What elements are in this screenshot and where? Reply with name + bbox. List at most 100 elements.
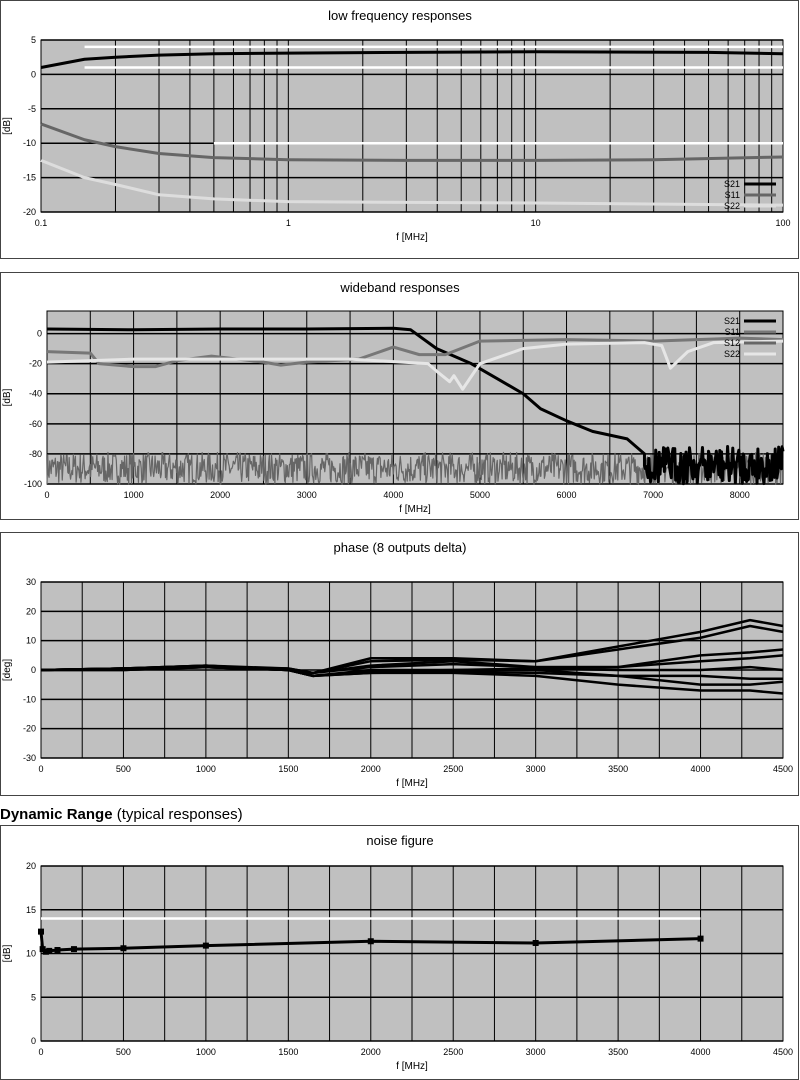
x-tick-label: 0 xyxy=(38,764,43,774)
x-tick-label: 1500 xyxy=(278,764,298,774)
x-tick-label: 2000 xyxy=(361,1047,381,1057)
x-tick-label: 500 xyxy=(116,1047,131,1057)
y-tick-label: -60 xyxy=(29,419,42,429)
y-tick-label: 0 xyxy=(31,1036,36,1046)
section-heading-bold: Dynamic Range xyxy=(0,806,113,823)
x-tick-label: 8000 xyxy=(730,490,750,500)
x-tick-label: 3500 xyxy=(608,764,628,774)
x-tick-label: 3500 xyxy=(608,1047,628,1057)
data-marker xyxy=(54,947,61,953)
data-marker xyxy=(697,935,704,942)
y-tick-label: 5 xyxy=(31,992,36,1002)
chart-title: low frequency responses xyxy=(328,8,472,23)
section-heading: Dynamic Range (typical responses) xyxy=(0,806,243,823)
legend-label: S21 xyxy=(724,179,740,189)
data-marker xyxy=(202,942,209,949)
x-tick-label: 10 xyxy=(531,218,541,228)
x-tick-label: 4500 xyxy=(773,1047,793,1057)
legend-label: S21 xyxy=(724,316,740,326)
x-tick-label: 500 xyxy=(116,764,131,774)
y-axis-label: [dB] xyxy=(2,944,13,962)
x-axis-label: f [MHz] xyxy=(396,778,428,789)
y-tick-label: -5 xyxy=(28,104,36,114)
legend-label: S11 xyxy=(725,327,740,337)
y-tick-label: -20 xyxy=(23,724,36,734)
series-out8 xyxy=(41,665,784,695)
x-tick-label: 7000 xyxy=(643,490,663,500)
section-heading-rest: (typical responses) xyxy=(112,806,243,823)
x-tick-label: 5000 xyxy=(470,490,490,500)
x-tick-label: 3000 xyxy=(297,490,317,500)
x-tick-label: 3000 xyxy=(526,764,546,774)
y-tick-label: 10 xyxy=(26,636,36,646)
chart-title: wideband responses xyxy=(339,280,460,295)
data-marker xyxy=(38,928,44,935)
x-tick-label: 4000 xyxy=(691,764,711,774)
y-tick-label: 10 xyxy=(26,949,36,959)
y-tick-label: 20 xyxy=(26,606,36,616)
data-marker xyxy=(70,946,77,953)
y-tick-label: 0 xyxy=(37,329,42,339)
x-tick-label: 1000 xyxy=(124,490,144,500)
legend-label: S22 xyxy=(724,349,740,359)
data-marker xyxy=(532,940,539,946)
x-tick-label: 1 xyxy=(286,218,291,228)
data-marker xyxy=(120,945,127,952)
y-tick-label: 15 xyxy=(26,905,36,915)
series-s22 xyxy=(46,339,784,391)
y-tick-label: -30 xyxy=(23,753,36,763)
y-tick-label: -20 xyxy=(23,207,36,217)
legend-label: S22 xyxy=(724,201,740,211)
chart-title: phase (8 outputs delta) xyxy=(334,540,467,555)
y-axis-label: [dB] xyxy=(2,388,13,406)
y-tick-label: -10 xyxy=(23,694,36,704)
legend-label: S11 xyxy=(725,190,740,200)
x-tick-label: 4500 xyxy=(773,764,793,774)
series-out6 xyxy=(40,664,783,681)
y-axis-label: [dB] xyxy=(2,117,13,135)
data-marker xyxy=(39,946,46,953)
y-tick-label: -15 xyxy=(23,173,36,183)
chart-title: noise figure xyxy=(366,833,433,848)
x-tick-label: 100 xyxy=(775,218,790,228)
series-s21 xyxy=(46,326,785,486)
data-marker xyxy=(46,947,53,954)
x-axis-label: f [MHz] xyxy=(396,1061,428,1072)
y-tick-label: 0 xyxy=(31,69,36,79)
y-tick-label: 30 xyxy=(26,577,36,587)
series-s11 xyxy=(46,336,784,369)
y-tick-label: -80 xyxy=(29,449,42,459)
x-tick-label: 0.1 xyxy=(35,218,48,228)
x-tick-label: 1500 xyxy=(278,1047,298,1057)
data-marker xyxy=(367,938,374,945)
x-tick-label: 0 xyxy=(44,490,49,500)
y-tick-label: -40 xyxy=(29,389,42,399)
x-tick-label: 0 xyxy=(38,1047,43,1057)
y-tick-label: -10 xyxy=(23,138,36,148)
x-tick-label: 2500 xyxy=(443,764,463,774)
x-tick-label: 2500 xyxy=(443,1047,463,1057)
x-tick-label: 3000 xyxy=(526,1047,546,1057)
y-axis-label: [deg] xyxy=(2,659,13,681)
x-axis-label: f [MHz] xyxy=(399,504,431,515)
y-tick-label: 20 xyxy=(26,861,36,871)
x-tick-label: 1000 xyxy=(196,764,216,774)
y-tick-label: 5 xyxy=(31,35,36,45)
x-tick-label: 2000 xyxy=(210,490,230,500)
legend-label: S12 xyxy=(724,338,740,348)
series-s22 xyxy=(40,159,784,207)
x-tick-label: 2000 xyxy=(361,764,381,774)
plot-area xyxy=(40,39,784,213)
y-tick-label: 0 xyxy=(31,665,36,675)
x-axis-label: f [MHz] xyxy=(396,232,428,243)
series-s11 xyxy=(40,122,784,162)
x-tick-label: 4000 xyxy=(691,1047,711,1057)
y-tick-label: -20 xyxy=(29,359,42,369)
x-tick-label: 6000 xyxy=(557,490,577,500)
y-tick-label: -100 xyxy=(24,479,42,489)
x-tick-label: 1000 xyxy=(196,1047,216,1057)
x-tick-label: 4000 xyxy=(383,490,403,500)
data-marker xyxy=(42,948,49,955)
series-s21 xyxy=(40,50,784,69)
